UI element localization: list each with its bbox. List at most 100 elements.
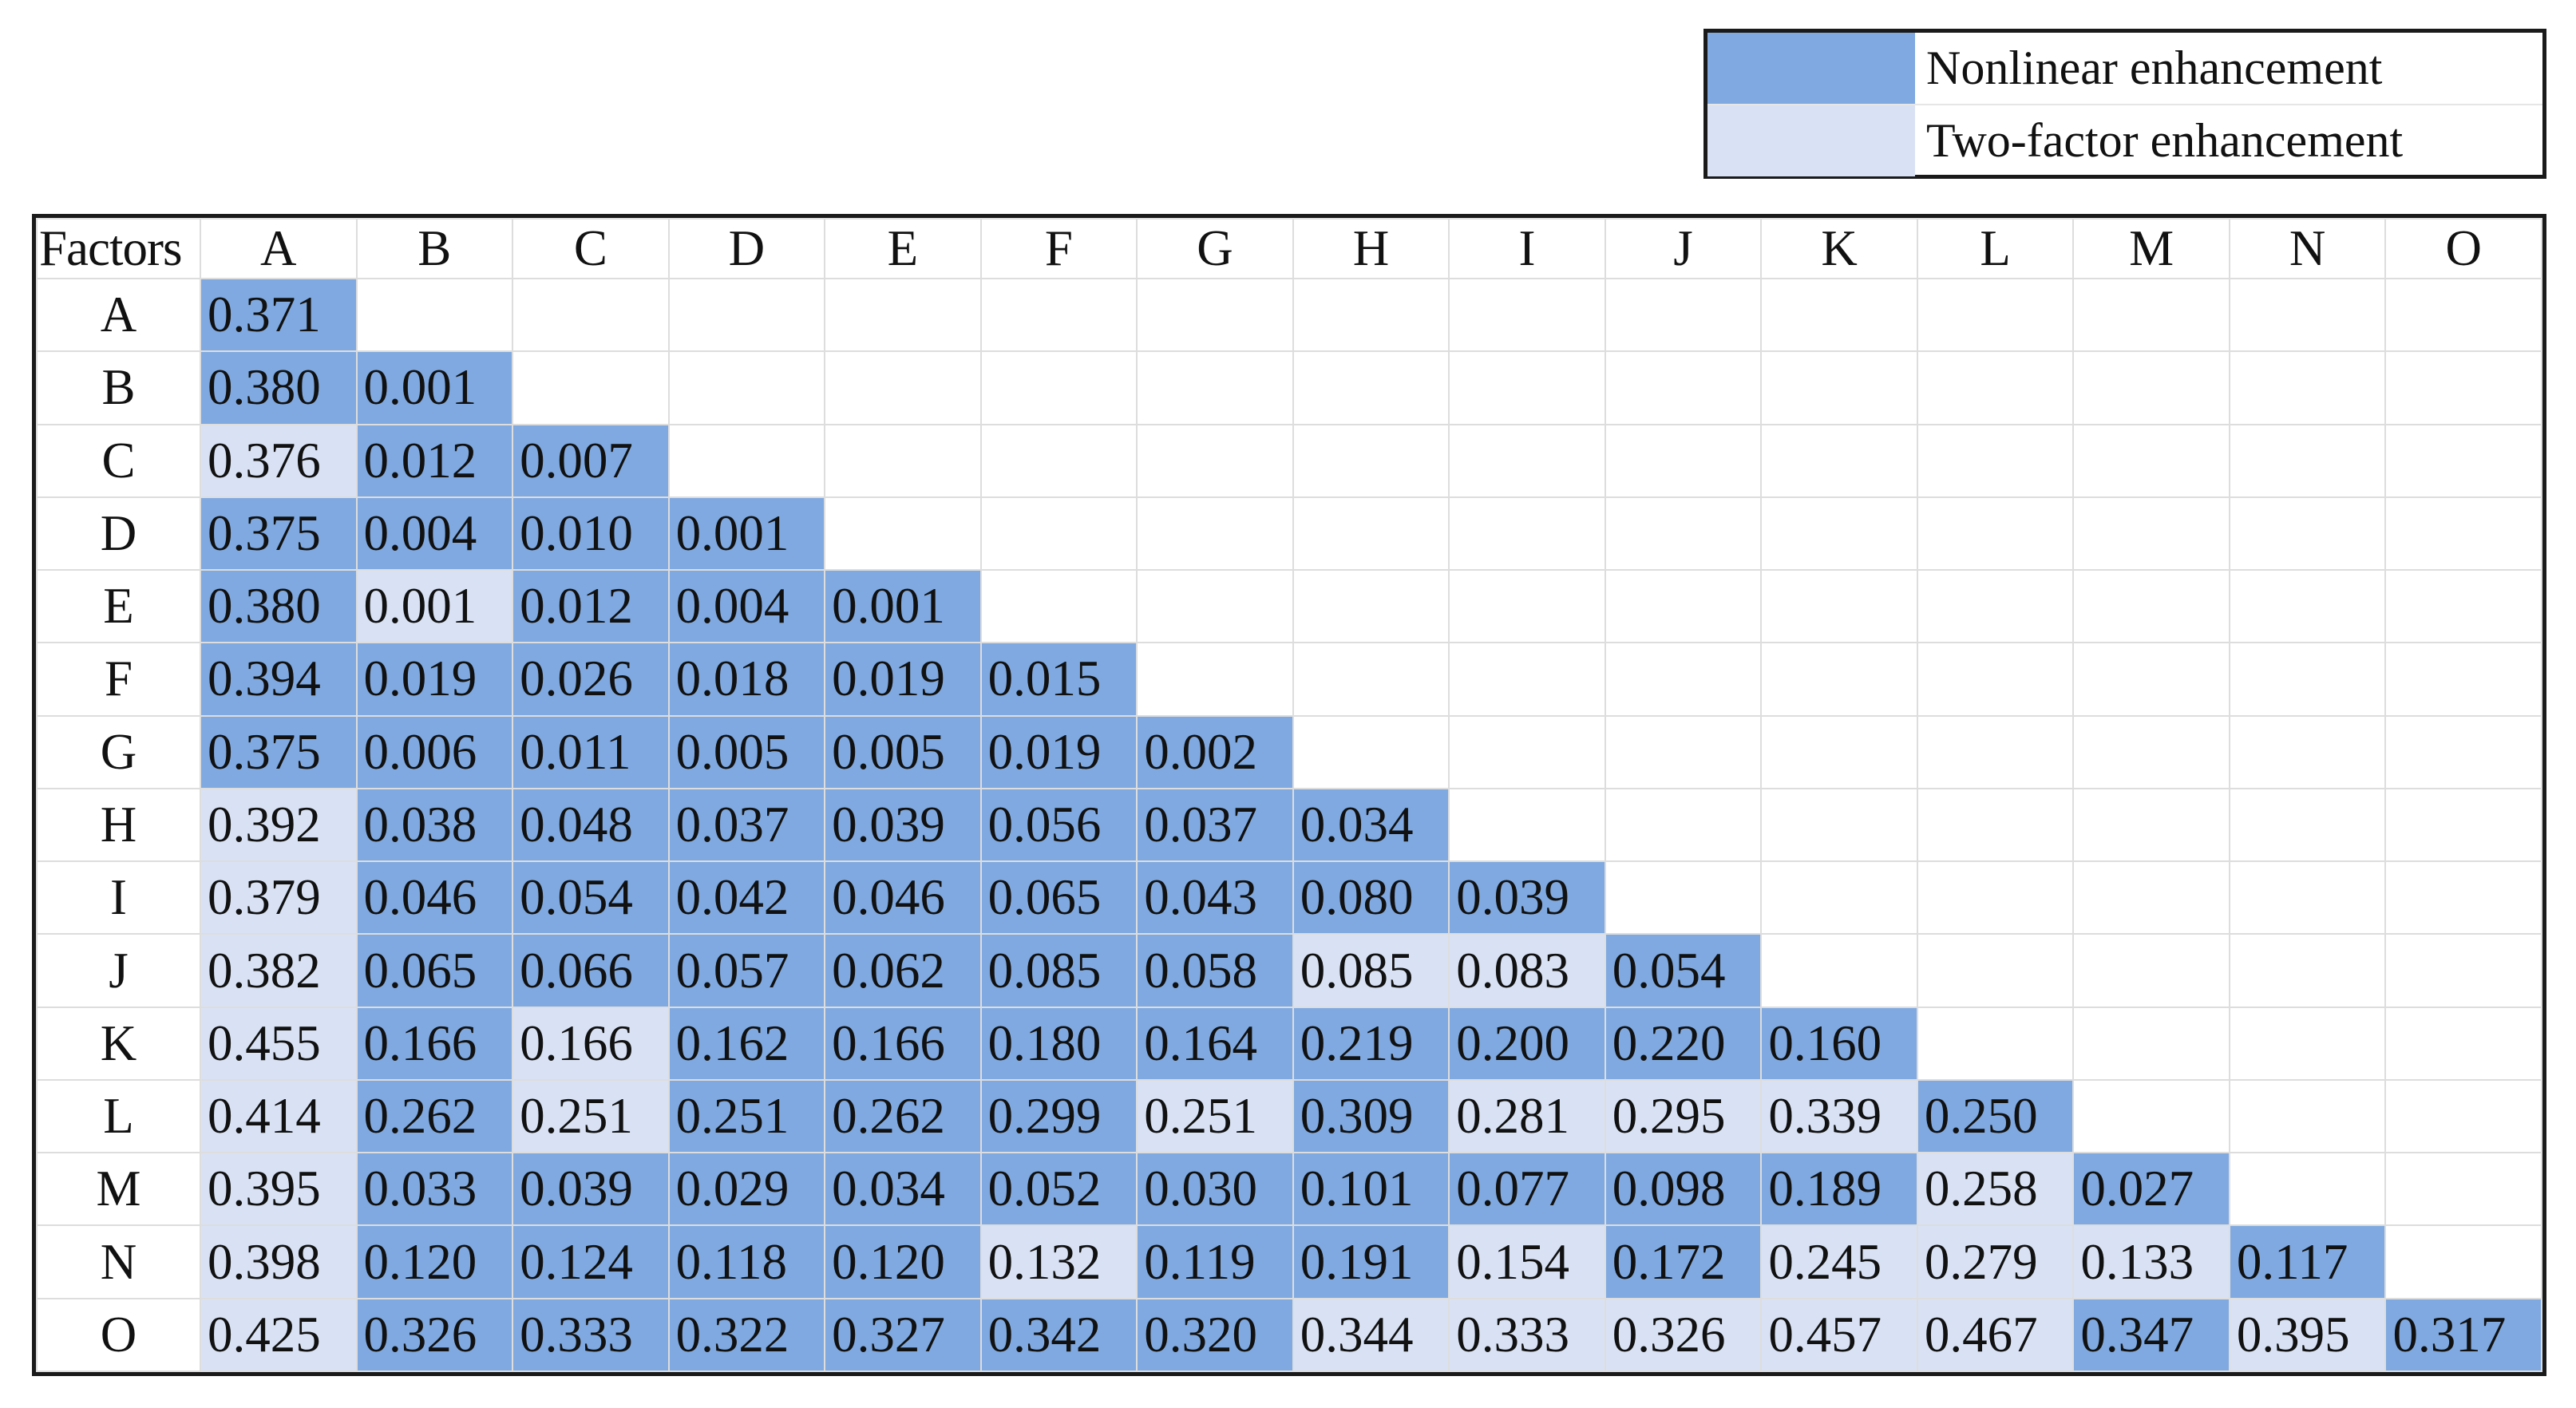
legend-label-nonlinear: Nonlinear enhancement <box>1926 42 2383 94</box>
empty-cell <box>2384 1152 2542 1227</box>
column-header-f: F <box>979 218 1138 279</box>
table-row: O 0.425 0.326 0.333 0.322 0.327 0.342 0.320 0.34… <box>36 1297 2542 1373</box>
empty-cell <box>2228 933 2387 1008</box>
empty-cell <box>2072 350 2230 425</box>
empty-cell <box>2228 569 2387 644</box>
empty-cell <box>2228 1006 2387 1081</box>
value-cell-o-b: 0.326 <box>355 1297 514 1373</box>
value-cell-k-j: 0.220 <box>1604 1006 1763 1081</box>
value-cell-c-a: 0.376 <box>200 423 358 498</box>
empty-cell <box>2228 642 2387 717</box>
empty-cell <box>2384 1224 2542 1299</box>
empty-cell <box>1760 933 1918 1008</box>
value-cell-c-b: 0.012 <box>355 423 514 498</box>
empty-cell <box>2072 496 2230 572</box>
table-row: F 0.394 0.019 0.026 0.018 0.019 0.015 <box>36 642 2542 717</box>
value-cell-b-b: 0.001 <box>355 350 514 425</box>
empty-cell <box>1604 787 1763 863</box>
value-cell-f-c: 0.026 <box>512 642 670 717</box>
value-cell-j-e: 0.062 <box>824 933 982 1008</box>
value-cell-n-d: 0.118 <box>667 1224 826 1299</box>
value-cell-f-e: 0.019 <box>824 642 982 717</box>
empty-cell <box>2384 642 2542 717</box>
value-cell-l-l: 0.250 <box>1916 1078 2075 1154</box>
value-cell-e-c: 0.012 <box>512 569 670 644</box>
interaction-table: Factors A B C D E F G H I J K L M N O A 0.371 B 0.380 0.001… <box>36 218 2542 1373</box>
value-cell-a-a: 0.371 <box>200 277 358 353</box>
empty-cell <box>1604 277 1763 353</box>
value-cell-g-c: 0.011 <box>512 714 670 789</box>
value-cell-j-h: 0.085 <box>1292 933 1450 1008</box>
value-cell-f-d: 0.018 <box>667 642 826 717</box>
value-cell-h-f: 0.056 <box>979 787 1138 863</box>
value-cell-m-h: 0.101 <box>1292 1152 1450 1227</box>
table-row: E 0.380 0.001 0.012 0.004 0.001 <box>36 569 2542 644</box>
value-cell-i-f: 0.065 <box>979 860 1138 935</box>
value-cell-g-b: 0.006 <box>355 714 514 789</box>
empty-cell <box>1448 277 1606 353</box>
column-header-h: H <box>1292 218 1450 279</box>
value-cell-g-f: 0.019 <box>979 714 1138 789</box>
header-row: Factors A B C D E F G H I J K L M N O <box>36 218 2542 279</box>
empty-cell <box>1136 277 1294 353</box>
empty-cell <box>1604 496 1763 572</box>
table-row: K 0.455 0.166 0.166 0.162 0.166 0.180 0.164 0.21… <box>36 1006 2542 1081</box>
empty-cell <box>1292 569 1450 644</box>
row-header-e: E <box>36 569 201 644</box>
value-cell-o-h: 0.344 <box>1292 1297 1450 1373</box>
empty-cell <box>2072 642 2230 717</box>
legend-item-two-factor: Two-factor enhancement <box>1707 104 2542 176</box>
legend-label-two-factor: Two-factor enhancement <box>1926 114 2404 167</box>
row-header-m: M <box>36 1152 201 1227</box>
value-cell-g-e: 0.005 <box>824 714 982 789</box>
empty-cell <box>1604 642 1763 717</box>
table-row: B 0.380 0.001 <box>36 350 2542 425</box>
value-cell-i-e: 0.046 <box>824 860 982 935</box>
row-header-g: G <box>36 714 201 789</box>
value-cell-n-l: 0.279 <box>1916 1224 2075 1299</box>
value-cell-m-f: 0.052 <box>979 1152 1138 1227</box>
value-cell-n-c: 0.124 <box>512 1224 670 1299</box>
value-cell-n-e: 0.120 <box>824 1224 982 1299</box>
empty-cell <box>2384 569 2542 644</box>
empty-cell <box>2384 787 2542 863</box>
value-cell-i-i: 0.039 <box>1448 860 1606 935</box>
table-body: A 0.371 B 0.380 0.001 C 0.376 0.012 0.007 D 0.375 0… <box>36 277 2542 1373</box>
empty-cell <box>1136 350 1294 425</box>
value-cell-n-b: 0.120 <box>355 1224 514 1299</box>
value-cell-m-i: 0.077 <box>1448 1152 1606 1227</box>
empty-cell <box>667 423 826 498</box>
row-header-n: N <box>36 1224 201 1299</box>
empty-cell <box>1292 714 1450 789</box>
value-cell-l-b: 0.262 <box>355 1078 514 1154</box>
empty-cell <box>824 277 982 353</box>
empty-cell <box>512 277 670 353</box>
value-cell-m-d: 0.029 <box>667 1152 826 1227</box>
value-cell-i-g: 0.043 <box>1136 860 1294 935</box>
empty-cell <box>355 277 514 353</box>
value-cell-n-g: 0.119 <box>1136 1224 1294 1299</box>
value-cell-k-f: 0.180 <box>979 1006 1138 1081</box>
empty-cell <box>1760 714 1918 789</box>
table-row: J 0.382 0.065 0.066 0.057 0.062 0.085 0.058 0.08… <box>36 933 2542 1008</box>
value-cell-k-a: 0.455 <box>200 1006 358 1081</box>
value-cell-o-g: 0.320 <box>1136 1297 1294 1373</box>
empty-cell <box>1916 277 2075 353</box>
value-cell-m-k: 0.189 <box>1760 1152 1918 1227</box>
table-row: I 0.379 0.046 0.054 0.042 0.046 0.065 0.043 0.08… <box>36 860 2542 935</box>
column-header-g: G <box>1136 218 1294 279</box>
column-header-e: E <box>824 218 982 279</box>
value-cell-h-b: 0.038 <box>355 787 514 863</box>
column-header-n: N <box>2228 218 2387 279</box>
column-header-a: A <box>200 218 358 279</box>
empty-cell <box>1760 569 1918 644</box>
empty-cell <box>2072 1006 2230 1081</box>
empty-cell <box>2228 496 2387 572</box>
value-cell-l-d: 0.251 <box>667 1078 826 1154</box>
value-cell-k-e: 0.166 <box>824 1006 982 1081</box>
value-cell-m-c: 0.039 <box>512 1152 670 1227</box>
value-cell-m-m: 0.027 <box>2072 1152 2230 1227</box>
empty-cell <box>1760 642 1918 717</box>
empty-cell <box>2072 569 2230 644</box>
empty-cell <box>2384 1006 2542 1081</box>
